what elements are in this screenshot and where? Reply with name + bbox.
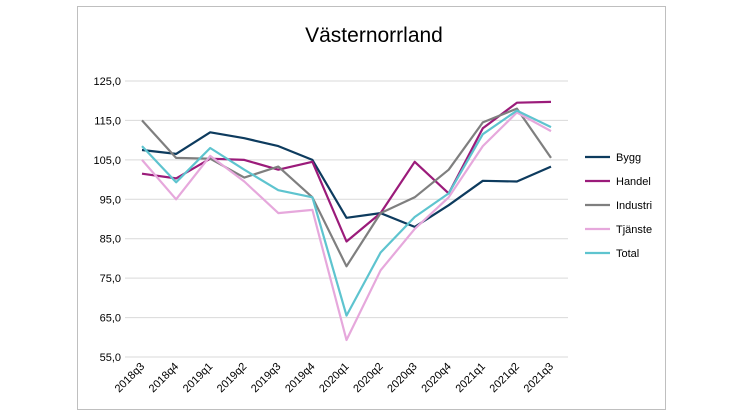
- chart-title: Västernorrland: [305, 24, 443, 47]
- x-tick-label: 2020q2: [351, 361, 385, 395]
- x-tick-label: 2019q3: [249, 361, 283, 395]
- y-tick-label: 95,0: [100, 194, 121, 206]
- x-tick-label: 2020q4: [419, 361, 453, 395]
- series-line-bygg: [141, 131, 552, 228]
- series-line-tjänste: [141, 111, 552, 342]
- x-tick-label: 2018q3: [113, 361, 147, 395]
- x-axis-ticks: 2018q3 2018q4 2019q1 2019q2 2019q3 2019q4 2020…: [113, 361, 556, 395]
- y-tick-label: 65,0: [100, 313, 121, 325]
- x-tick-label: 2019q4: [283, 361, 317, 395]
- x-tick-label: 2020q3: [385, 361, 419, 395]
- y-axis-ticks: 55,0 65,0 75,0 85,0 95,0 105,0 115,0 125,0: [93, 76, 121, 364]
- legend-label: Total: [616, 248, 639, 260]
- y-tick-label: 115,0: [94, 115, 121, 127]
- y-tick-label: 125,0: [93, 76, 121, 88]
- x-tick-label: 2021q2: [488, 361, 522, 395]
- series-lines: [141, 100, 552, 342]
- y-tick-label: 75,0: [100, 273, 121, 285]
- chart-area: Västernorrland 55,0 65,0 75,0 85,0 95,0 105,0…: [77, 6, 666, 410]
- x-tick-label: 2020q1: [317, 361, 351, 395]
- legend-label: Handel: [616, 176, 651, 188]
- series-line-industri: [141, 107, 552, 268]
- y-tick-label: 55,0: [100, 352, 121, 364]
- x-tick-label: 2018q4: [147, 361, 181, 395]
- x-tick-label: 2021q1: [453, 361, 487, 395]
- series-line-total: [141, 109, 552, 317]
- series-line-handel: [141, 100, 552, 243]
- x-tick-label: 2019q1: [181, 361, 215, 395]
- y-tick-label: 85,0: [100, 234, 121, 246]
- y-tick-label: 105,0: [93, 155, 121, 167]
- legend: Bygg Handel Industri Tjänste Total: [585, 152, 652, 260]
- x-tick-label: 2021q3: [522, 361, 556, 395]
- legend-label: Industri: [616, 200, 652, 212]
- line-chart: Västernorrland 55,0 65,0 75,0 85,0 95,0 105,0…: [93, 24, 652, 395]
- legend-label: Bygg: [616, 152, 641, 164]
- x-tick-label: 2019q2: [215, 361, 249, 395]
- legend-label: Tjänste: [616, 224, 652, 236]
